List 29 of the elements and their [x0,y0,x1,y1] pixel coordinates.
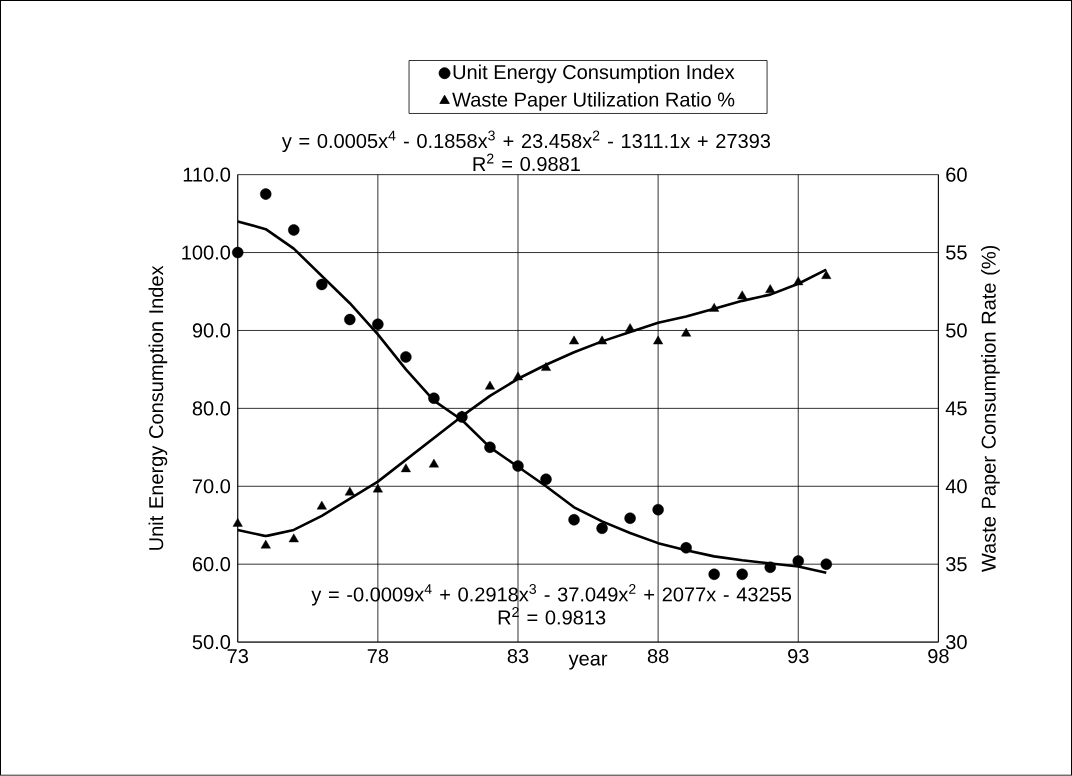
y-tick-label: 100.0 [182,245,231,260]
x-tick-label: 88 [647,649,669,664]
y2-tick-label: 35 [946,557,967,572]
x-tick-label: 78 [367,649,389,664]
x-tick-label: 83 [507,649,529,664]
y-tick-label: 90.0 [192,323,231,338]
y-tick-label: 50.0 [192,635,231,650]
legend-label: Unit Energy Consumption Index [453,64,735,84]
y-tick-label: 110.0 [183,167,231,182]
legend-label: Waste Paper Utilization Ratio % [452,92,735,111]
y2-tick-label: 50 [946,323,967,338]
y-tick-label: 60.0 [192,557,231,572]
y2-tick-label: 40 [945,479,967,494]
y2-axis-title: Waste Paper Consumption Rate (%) [981,246,1000,573]
x-tick-label: 73 [227,649,248,664]
y-tick-label: 80.0 [192,401,231,416]
y2-tick-label: 30 [946,635,967,650]
annotation: R$^{2}$ = 0.9813 [498,607,606,625]
x-tick-label: 93 [788,649,809,664]
y2-tick-label: 60 [946,167,967,182]
y2-tick-label: 55 [946,245,967,260]
annotation: y = -0.0009x$^{4}$ + 0.2918x$^{3}$ - 37.049x$^{2}$ + 2077x - 43255 [311,584,792,606]
x-axis-title: year [568,654,608,670]
text: R$^{2}$ = 0.9881 [473,153,580,172]
text: y = 0.0005x$^{4}$ - 0.1858x$^{3}$ + 23.458x$^{2}$ - 1311.1x + 27393 [281,130,771,153]
y2-tick-label: 45 [945,401,967,416]
x-tick-label: 98 [928,649,949,664]
y-axis-title: Unit Energy Consumption Index [148,265,168,550]
y-tick-label: 70.0 [192,479,231,494]
